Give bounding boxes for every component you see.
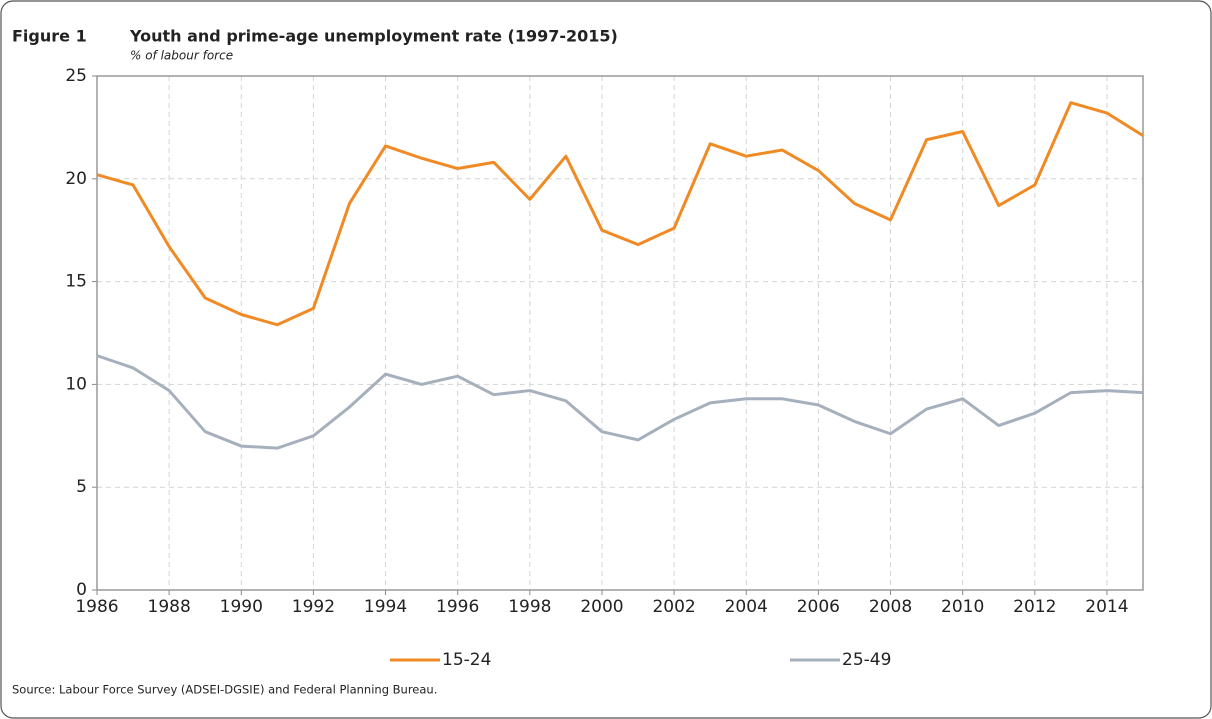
x-tick-label: 2006 xyxy=(797,597,840,617)
x-tick-label: 2014 xyxy=(1085,597,1128,617)
y-tick-label: 10 xyxy=(65,374,87,394)
x-tick-label: 1990 xyxy=(220,597,263,617)
plot-frame xyxy=(96,75,1144,591)
x-tick-label: 2008 xyxy=(869,597,912,617)
x-tick-label: 1994 xyxy=(364,597,407,617)
x-tick-label: 1988 xyxy=(148,597,191,617)
y-tick-label: 15 xyxy=(65,272,87,292)
figure-label: Figure 1 xyxy=(12,27,87,46)
legend-label: 15-24 xyxy=(442,650,491,670)
legend-label: 25-49 xyxy=(842,650,891,670)
y-tick-label: 20 xyxy=(65,169,87,189)
y-tick-label: 0 xyxy=(76,580,87,600)
x-tick-label: 2004 xyxy=(725,597,768,617)
chart-title: Youth and prime-age unemployment rate (1… xyxy=(129,27,618,46)
x-tick-label: 2000 xyxy=(580,597,623,617)
series-line xyxy=(96,354,1144,450)
x-tick-label: 2010 xyxy=(941,597,984,617)
y-tick-label: 5 xyxy=(76,477,87,497)
chart-subtitle: % of labour force xyxy=(130,49,233,63)
y-tick-label: 25 xyxy=(65,66,87,86)
source-note: Source: Labour Force Survey (ADSEI-DGSIE… xyxy=(12,683,437,697)
x-tick-label: 2012 xyxy=(1013,597,1056,617)
series-line xyxy=(96,101,1144,327)
x-tick-label: 1996 xyxy=(436,597,479,617)
x-tick-label: 1992 xyxy=(292,597,335,617)
x-tick-label: 1986 xyxy=(75,597,118,617)
x-tick-label: 2002 xyxy=(652,597,695,617)
x-tick-label: 1998 xyxy=(508,597,551,617)
